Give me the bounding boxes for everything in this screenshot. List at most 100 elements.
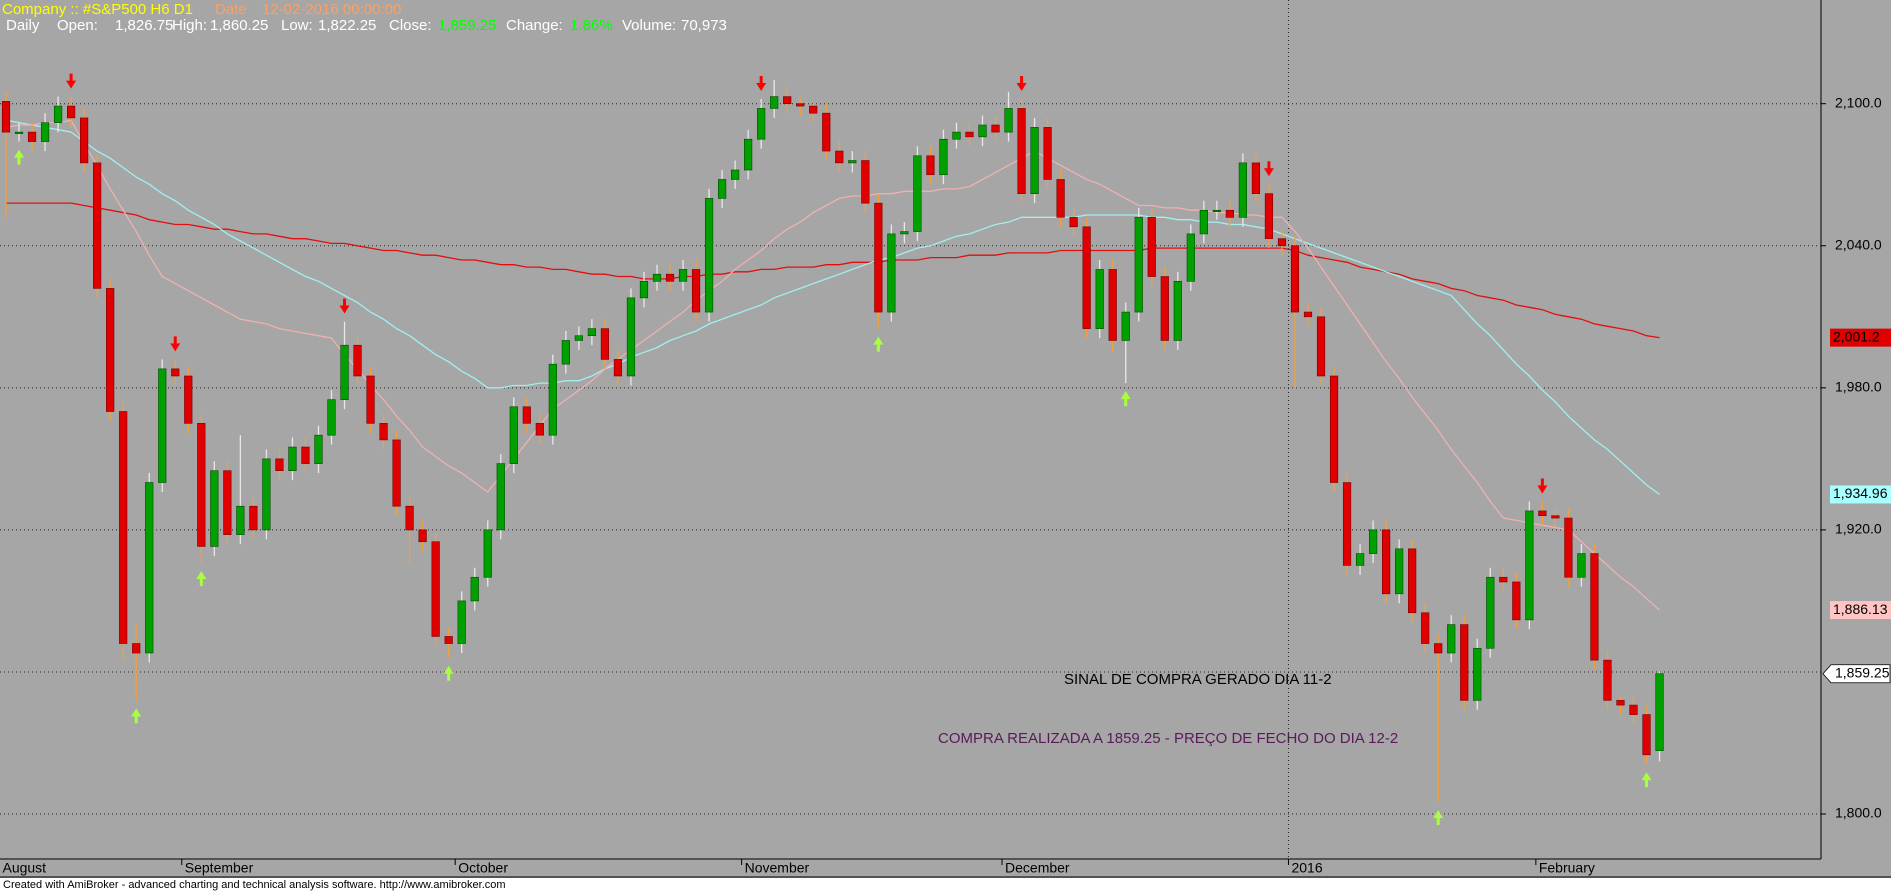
price-label-bg	[1830, 601, 1891, 620]
price-label-bg	[1830, 485, 1891, 504]
candle-body	[40, 122, 50, 142]
price-label: 1,934.96	[1833, 485, 1888, 501]
candle-body	[874, 202, 883, 313]
candle-body	[600, 328, 610, 360]
candle-body	[1095, 269, 1104, 329]
open-value: 1,826.75	[115, 17, 173, 34]
candle-body	[1655, 673, 1664, 751]
candle-body	[561, 340, 570, 365]
candle-body	[691, 269, 701, 313]
price-label: 1,886.13	[1833, 601, 1888, 617]
candle-body	[80, 117, 89, 164]
candle-body	[652, 273, 662, 282]
sell-signal	[1537, 478, 1548, 494]
open-label: Open:	[57, 17, 98, 34]
candle-body	[991, 124, 1000, 133]
x-tick-label: August	[2, 860, 46, 876]
volume-value: 70,973	[681, 17, 727, 34]
y-tick-label: 1,980.0	[1835, 379, 1882, 395]
candle-body	[757, 108, 766, 140]
candle-body	[1473, 647, 1482, 701]
candle-body	[1160, 276, 1169, 341]
sell-signal	[339, 298, 350, 314]
candle-body	[1355, 553, 1365, 566]
price-label: 2,001.2	[1833, 328, 1880, 344]
candle-body	[106, 288, 115, 412]
sell-signal	[170, 336, 181, 352]
candle-body	[965, 131, 974, 138]
candle-body	[1264, 193, 1274, 239]
date: 12-02-2016 00:00:00	[262, 1, 401, 18]
candle-body	[1121, 311, 1130, 341]
candle-body	[509, 406, 518, 464]
candle-body	[770, 96, 779, 109]
candle-body	[262, 458, 271, 531]
candle-body	[1290, 245, 1300, 313]
buy-signal	[1641, 772, 1652, 788]
close-value: 1,859.25	[438, 17, 496, 34]
change-label: Change:	[506, 17, 563, 34]
close-label: Close:	[389, 17, 432, 34]
candle-body	[1173, 280, 1182, 341]
buy-signal	[131, 708, 142, 724]
candle-body	[1616, 700, 1625, 706]
candle-body	[119, 411, 128, 644]
candle-body	[67, 105, 76, 119]
candle-body	[1603, 659, 1612, 701]
candle-body	[1460, 624, 1469, 701]
candle-body	[1316, 316, 1326, 377]
candle-body	[314, 434, 323, 464]
footer: Created with AmiBroker - advanced charti…	[3, 879, 506, 891]
x-tick-label: November	[745, 860, 810, 876]
candle-body	[548, 363, 557, 436]
candle-body	[210, 470, 219, 547]
candle-body	[1277, 238, 1287, 247]
candle-body	[1590, 553, 1599, 661]
candle-body	[1382, 529, 1391, 595]
candle-body	[1030, 127, 1039, 194]
candle-body	[1642, 714, 1651, 756]
candle-body	[783, 96, 792, 104]
candle-body	[1342, 482, 1352, 566]
candle-body	[158, 368, 167, 483]
high-label: High:	[172, 17, 207, 34]
candle-body	[913, 155, 922, 232]
candle-body	[483, 529, 492, 578]
candle-body	[1199, 209, 1208, 235]
candle-body	[1369, 529, 1378, 554]
candle-body	[952, 131, 961, 140]
candle-body	[1447, 624, 1456, 654]
candle-body	[731, 169, 740, 180]
candle-body	[704, 198, 714, 313]
candle-body	[171, 368, 180, 377]
low-value: 1,822.25	[318, 17, 376, 34]
x-tick-label: December	[1005, 860, 1070, 876]
y-tick-label: 2,040.0	[1835, 236, 1882, 252]
candle-body	[1108, 269, 1117, 341]
candle-body	[1434, 643, 1443, 654]
buy-signal	[1120, 391, 1131, 407]
candle-body	[822, 112, 831, 152]
candle-body	[392, 439, 401, 507]
candle-body	[1069, 217, 1078, 228]
candle-body	[405, 505, 414, 531]
candle-body	[717, 179, 727, 199]
buy-signal	[443, 665, 454, 681]
high-value: 1,860.25	[210, 17, 268, 34]
candle-body	[1564, 517, 1573, 578]
candle-body	[978, 124, 987, 138]
candle-body	[184, 375, 193, 424]
candle-body	[1212, 209, 1221, 213]
candle-body	[1004, 108, 1013, 133]
candle-body	[379, 423, 388, 441]
candle-body	[431, 541, 440, 637]
candle-body	[418, 529, 427, 543]
sell-signal	[1016, 75, 1027, 91]
moving-average	[5, 119, 1660, 496]
candle-body	[1512, 581, 1521, 621]
footer-bg	[0, 878, 1891, 892]
candle-body	[288, 446, 297, 471]
period: Daily	[6, 17, 40, 34]
